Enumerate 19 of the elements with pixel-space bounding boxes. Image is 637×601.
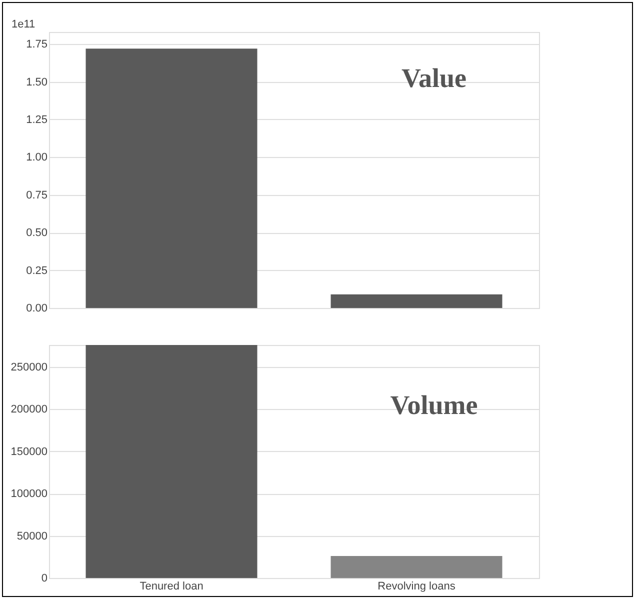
x-tick-label: Revolving loans: [378, 580, 456, 592]
y-tick-label: 1.50: [26, 76, 48, 88]
y-tick-label: 0.75: [26, 189, 48, 202]
y-tick-label: 200000: [10, 404, 48, 416]
text: Volume: [390, 390, 478, 420]
y-tick-label: 0: [41, 572, 48, 584]
y-tick-label: 1.25: [26, 114, 48, 126]
text: Value: [401, 63, 467, 93]
y-tick-label: 250000: [10, 361, 48, 374]
x-tick-label: Tenured loan: [140, 580, 204, 592]
y-tick-label: 0.25: [26, 264, 48, 277]
y-axis-title: 1e11: [12, 18, 36, 30]
y-tick-label: 1.75: [26, 38, 48, 51]
y-tick-label: 0.00: [26, 302, 48, 314]
y-tick-label: 1.00: [26, 152, 48, 164]
y-tick-label: 150000: [10, 446, 48, 458]
y-tick-label: 100000: [10, 488, 48, 500]
y-tick-label: 0.50: [26, 227, 48, 240]
y-tick-label: 50000: [16, 530, 48, 542]
